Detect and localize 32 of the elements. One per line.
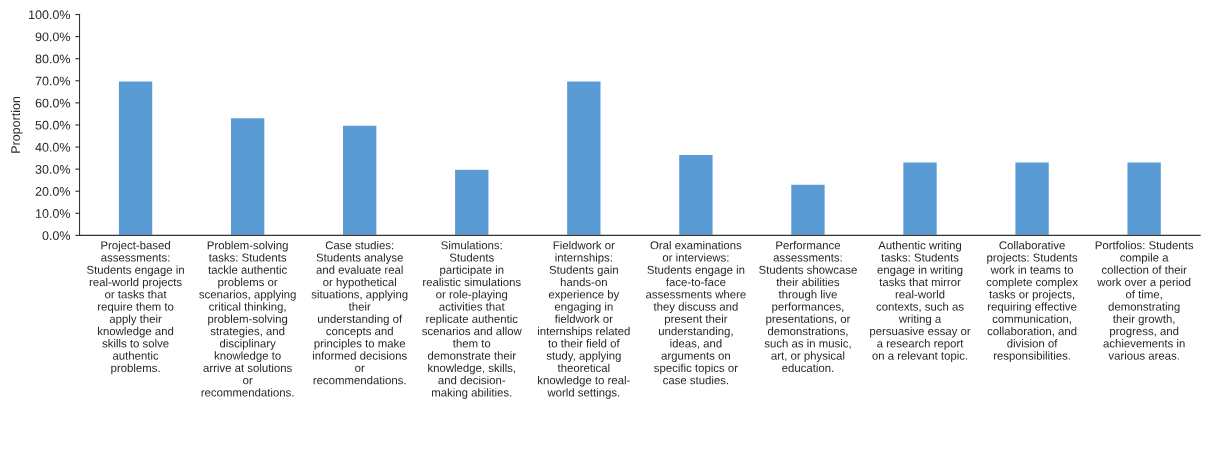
bar [341, 124, 378, 236]
category-label: Portfolios: Students compile a collection of their work over a period of time, demonstrating their growth, progress, and achievements in various areas. [1095, 240, 1194, 360]
y-tick-label: 0.0% [42, 231, 71, 241]
bar [1126, 161, 1163, 236]
bar [229, 116, 266, 236]
y-tick-label: 70.0% [35, 76, 71, 86]
category-label: Case studies: Students analyse and evaluate real or hypothetical situations, applying their understanding of concepts and principles to make informed decisions or recommendations. [311, 240, 408, 385]
y-tick-label: 60.0% [35, 98, 71, 108]
category-label: Fieldwork or internships: Students gain hands-on experience by engaging in fieldwork or internships related to their field of study, applying theoretical knowledge to real- world settings. [538, 240, 630, 399]
y-tick-label: 20.0% [35, 187, 71, 196]
bar [901, 161, 939, 236]
bar [453, 168, 490, 236]
bar [565, 80, 602, 236]
category-label: Simulations: Students participate in realistic simulations or role-playing activities that replicate authentic scenarios and allow them to demonstrate their knowledge, skills, and decision- making abilities. [422, 240, 522, 399]
category-label: Problem-solving tasks: Students tackle authentic problems or scenarios, applying critical thinking, problem-solving strategies, and disciplinary knowledge to arrive at solutions or recommendations. [199, 240, 296, 397]
category-label: Collaborative projects: Students work in teams to complete complex tasks or projects, requiring effective communication, collaboration, and division of responsibilities. [986, 240, 1078, 362]
category-label: Oral examinations or interviews: Students engage in face-to-face assessments where they discuss and present their understanding, ideas, and arguments on specific topics or case studies. [646, 240, 746, 385]
y-tick-label: 80.0% [35, 54, 71, 64]
category-label: Project-based assessments: Students engage in real-world projects or tasks that require them to apply their knowledge and skills to solve authentic problems. [87, 240, 184, 375]
y-tick-label: 10.0% [36, 209, 71, 218]
y-tick-label: 100.0% [29, 10, 71, 20]
y-tick-label: 90.0% [35, 32, 71, 42]
y-tick-label: 50.0% [35, 120, 71, 130]
bar [1014, 161, 1051, 236]
bar [789, 183, 827, 236]
y-tick-label: 30.0% [35, 164, 71, 174]
bar [677, 153, 714, 236]
y-tick-label: 40.0% [35, 142, 71, 152]
y-axis-title: Proportion [10, 96, 23, 153]
bar [117, 80, 154, 236]
category-label: Authentic writing tasks: Students engage in writing tasks that mirror real-world contexts, such as writing a persuasive essay or a research report on a relevant topic. [870, 240, 971, 362]
category-label: Performance assessments: Students showcase their abilities through live performances, presentations, or demonstrations, such as in music, art, or physical education. [759, 240, 857, 372]
